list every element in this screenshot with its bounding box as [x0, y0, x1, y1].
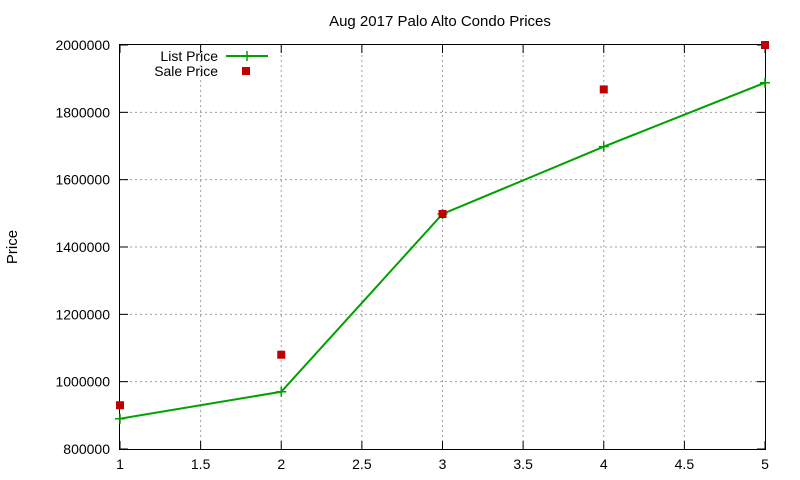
list-price-point [276, 386, 287, 397]
sale-price-point [438, 210, 447, 219]
x-tick-label: 3.5 [513, 456, 533, 472]
sale-price-point [599, 85, 608, 94]
x-tick-label: 5 [761, 456, 769, 472]
x-tick-label: 1.5 [191, 456, 211, 472]
y-tick-label: 1600000 [55, 172, 110, 188]
legend-label-list-price: List Price [160, 48, 218, 64]
y-tick-label: 2000000 [55, 37, 110, 53]
y-tick-label: 800000 [63, 441, 110, 457]
x-tick-label: 4 [600, 456, 608, 472]
y-tick-label: 1800000 [55, 104, 110, 120]
legend-marker-list-price [242, 51, 252, 61]
legend-marker-sale-price [242, 67, 250, 75]
y-tick-label: 1200000 [55, 306, 110, 322]
x-tick-label: 2.5 [352, 456, 372, 472]
y-tick-label: 1000000 [55, 374, 110, 390]
y-tick-labels: 800000 1000000 1200000 1400000 1600000 180000… [55, 37, 110, 457]
plot-frame [119, 44, 766, 450]
grid [120, 45, 765, 449]
y-tick-label: 1400000 [55, 239, 110, 255]
x-tick-label: 4.5 [675, 456, 695, 472]
x-tick-label: 1 [116, 456, 124, 472]
series-layer [115, 41, 770, 424]
y-axis-label: Price [4, 230, 21, 264]
legend: List Price Sale Price [154, 48, 268, 79]
x-tick-labels: 1 1.5 2 2.5 3 3.5 4 4.5 5 [116, 456, 769, 472]
list-price-point [760, 77, 770, 88]
sale-price-point [116, 401, 124, 410]
sale-price-point [277, 350, 286, 359]
sale-price-point [761, 41, 769, 49]
legend-label-sale-price: Sale Price [154, 63, 218, 79]
list-price-point [598, 141, 609, 152]
x-tick-label: 2 [277, 456, 285, 472]
list-price-point [115, 413, 125, 424]
chart-title: Aug 2017 Palo Alto Condo Prices [329, 13, 551, 30]
x-tick-label: 3 [439, 456, 447, 472]
